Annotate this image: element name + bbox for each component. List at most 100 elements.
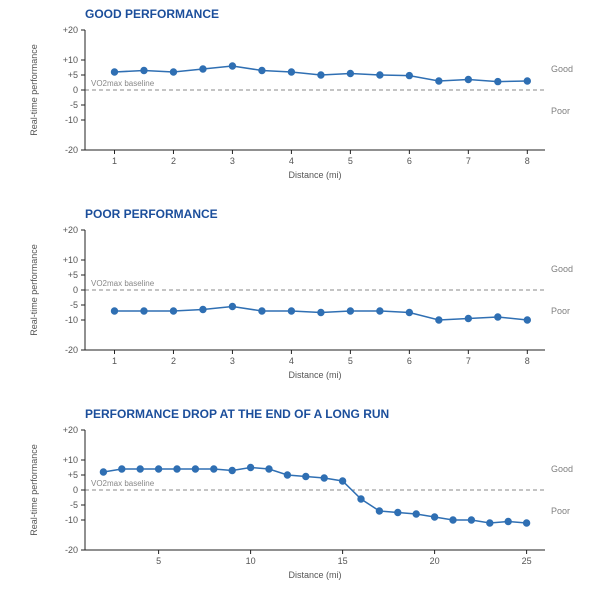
series-marker [487, 520, 493, 526]
series-marker [174, 466, 180, 472]
series-marker [505, 518, 511, 524]
series-marker [523, 520, 529, 526]
x-tick-label: 5 [156, 556, 161, 566]
x-tick-label: 3 [230, 356, 235, 366]
right-label: Poor [551, 306, 570, 316]
y-axis-label: Real-time performance [29, 44, 39, 136]
series-marker [192, 466, 198, 472]
right-label: Good [551, 464, 573, 474]
series-marker [170, 308, 176, 314]
series-marker [111, 308, 117, 314]
series-marker [211, 466, 217, 472]
series-marker [259, 67, 265, 73]
x-tick-label: 2 [171, 356, 176, 366]
series-marker [436, 317, 442, 323]
y-tick-label: -20 [65, 545, 78, 555]
x-tick-label: 20 [430, 556, 440, 566]
x-tick-label: 1 [112, 356, 117, 366]
y-axis-label: Real-time performance [29, 444, 39, 536]
x-axis-label: Distance (mi) [288, 170, 341, 180]
series-marker [524, 317, 530, 323]
chart-stack: GOOD PERFORMANCE VO2max baseline -20 -10 -5 0… [0, 0, 600, 600]
series-marker [119, 466, 125, 472]
series-marker [358, 496, 364, 502]
chart-svg: POOR PERFORMANCEVO2max baseline-20-10-50… [0, 200, 600, 400]
series-marker [450, 517, 456, 523]
series-marker [413, 511, 419, 517]
y-tick-label: +10 [63, 255, 78, 265]
right-label: Poor [551, 506, 570, 516]
series-marker [431, 514, 437, 520]
y-tick-label: +10 [63, 455, 78, 465]
x-axis-label: Distance (mi) [288, 570, 341, 580]
chart-panel: PERFORMANCE DROP AT THE END OF A LONG RU… [0, 400, 600, 600]
y-tick-label: +5 [68, 270, 78, 280]
right-label: Good [551, 264, 573, 274]
x-axis-label: Distance (mi) [288, 370, 341, 380]
series-marker [376, 508, 382, 514]
series-marker [137, 466, 143, 472]
y-tick-label: +10 [63, 55, 78, 65]
series-marker [495, 314, 501, 320]
y-tick-label: 0 [73, 85, 78, 95]
x-tick-label: 4 [289, 156, 294, 166]
x-tick-label: 15 [338, 556, 348, 566]
y-tick-label: 0 [73, 485, 78, 495]
y-tick-label: -5 [70, 500, 78, 510]
series-marker [339, 478, 345, 484]
x-tick-label: 8 [525, 156, 530, 166]
series-marker [395, 509, 401, 515]
right-label: Good [551, 64, 573, 74]
x-tick-label: 8 [525, 356, 530, 366]
series-marker [436, 78, 442, 84]
x-tick-label: 5 [348, 356, 353, 366]
y-tick-label: +5 [68, 70, 78, 80]
chart-title: PERFORMANCE DROP AT THE END OF A LONG RU… [85, 407, 389, 421]
series-marker [229, 63, 235, 69]
y-tick-label: 0 [73, 285, 78, 295]
series-marker [347, 308, 353, 314]
series-marker [465, 315, 471, 321]
chart-title: GOOD PERFORMANCE [85, 7, 219, 21]
x-tick-label: 4 [289, 356, 294, 366]
baseline-label: VO2max baseline [91, 279, 155, 288]
series-marker [468, 517, 474, 523]
y-tick-label: -20 [65, 145, 78, 155]
series-marker [321, 475, 327, 481]
series-marker [247, 464, 253, 470]
x-tick-label: 2 [171, 156, 176, 166]
y-tick-label: -10 [65, 115, 78, 125]
series-marker [141, 67, 147, 73]
y-tick-label: +20 [63, 425, 78, 435]
x-tick-label: 5 [348, 156, 353, 166]
x-tick-label: 6 [407, 156, 412, 166]
series-line [103, 468, 526, 524]
chart-panel: POOR PERFORMANCEVO2max baseline-20-10-50… [0, 200, 600, 400]
x-tick-label: 3 [230, 156, 235, 166]
series-marker [259, 308, 265, 314]
series-marker [318, 72, 324, 78]
series-marker [100, 469, 106, 475]
series-marker [524, 78, 530, 84]
x-tick-label: 10 [246, 556, 256, 566]
series-marker [200, 66, 206, 72]
series-marker [288, 69, 294, 75]
y-tick-label: +20 [63, 25, 78, 35]
series-marker [111, 69, 117, 75]
chart-panel: GOOD PERFORMANCEVO2max baseline-20-10-50… [0, 0, 600, 200]
y-tick-label: -5 [70, 300, 78, 310]
y-tick-label: -10 [65, 515, 78, 525]
series-marker [495, 78, 501, 84]
series-marker [406, 309, 412, 315]
series-marker [155, 466, 161, 472]
series-marker [303, 473, 309, 479]
chart-svg: PERFORMANCE DROP AT THE END OF A LONG RU… [0, 400, 600, 600]
series-marker [347, 70, 353, 76]
series-marker [377, 72, 383, 78]
y-tick-label: -20 [65, 345, 78, 355]
baseline-label: VO2max baseline [91, 79, 155, 88]
series-marker [141, 308, 147, 314]
series-marker [170, 69, 176, 75]
baseline-label: VO2max baseline [91, 479, 155, 488]
series-marker [229, 303, 235, 309]
